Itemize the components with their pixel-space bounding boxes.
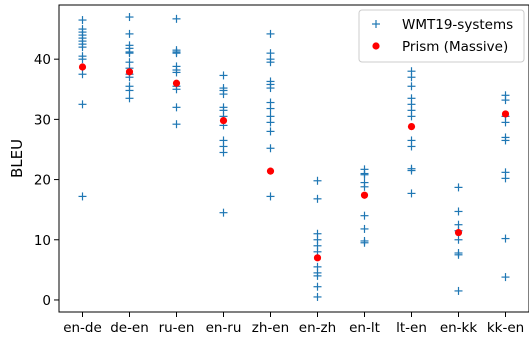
wmt19-point	[266, 192, 275, 201]
legend-prism-marker	[372, 42, 380, 50]
legend-wmt19-label: WMT19-systems	[402, 17, 513, 33]
plot-frame	[58, 4, 529, 313]
wmt19-point	[125, 94, 134, 103]
x-tick-label: en-ru	[206, 320, 242, 336]
wmt19-point	[266, 84, 275, 93]
wmt19-point	[78, 55, 87, 64]
wmt19-point	[360, 170, 369, 179]
legend-prism-label: Prism (Massive)	[402, 39, 508, 55]
wmt19-point	[172, 14, 181, 23]
prism-point	[360, 191, 369, 199]
x-tick-label: de-en	[110, 320, 149, 336]
wmt19-point	[125, 86, 134, 95]
wmt19-point	[407, 142, 416, 151]
wmt19-point	[266, 104, 275, 113]
wmt19-point	[125, 29, 134, 38]
wmt19-point	[407, 166, 416, 175]
wmt19-point	[125, 49, 134, 58]
prism-point	[407, 122, 416, 131]
wmt19-point	[266, 29, 275, 38]
legend: WMT19-systems Prism (Massive)	[358, 9, 525, 63]
wmt19-point	[78, 70, 87, 79]
wmt19-point	[78, 100, 87, 109]
prism-point	[172, 79, 181, 87]
wmt19-point	[407, 112, 416, 121]
wmt19-point	[313, 176, 322, 185]
legend-box	[358, 9, 525, 63]
prism-point	[125, 68, 134, 76]
prism-point	[313, 254, 322, 262]
wmt19-point	[454, 207, 463, 216]
wmt19-point	[454, 286, 463, 295]
wmt19-point	[266, 118, 275, 127]
x-tick-label: en-lt	[349, 320, 380, 336]
prism-point	[454, 228, 463, 237]
wmt19-point	[172, 120, 181, 129]
wmt19-point	[454, 183, 463, 192]
wmt19-point	[219, 208, 228, 217]
plot-area	[78, 13, 510, 301]
wmt19-point	[454, 235, 463, 244]
wmt19-point	[407, 82, 416, 91]
wmt19-point	[313, 194, 322, 203]
x-tick-label: kk-en	[487, 320, 524, 336]
wmt19-point	[172, 103, 181, 112]
wmt19-point	[313, 292, 322, 301]
legend-wmt19-marker	[372, 20, 380, 28]
x-tick-label: ru-en	[159, 320, 195, 336]
wmt19-point	[313, 282, 322, 291]
wmt19-point	[219, 148, 228, 157]
y-tick-label: 20	[34, 173, 51, 189]
wmt19-point	[219, 71, 228, 80]
axes: 0 10 20 30 40 en-de de-en ru-en en-ru zh-en en-zh e…	[8, 4, 529, 336]
wmt19-point	[78, 192, 87, 201]
x-tick-label: en-kk	[440, 320, 478, 336]
y-tick-label: 0	[42, 293, 51, 309]
wmt19-point	[501, 273, 510, 282]
wmt19-point	[501, 96, 510, 105]
y-tick-label: 10	[34, 233, 51, 249]
prism-point	[266, 167, 275, 175]
wmt19-point	[172, 49, 181, 58]
wmt19-point	[78, 43, 87, 52]
y-tick-label: 40	[34, 52, 51, 68]
wmt19-point	[454, 250, 463, 259]
x-tick-label: lt-en	[396, 320, 427, 336]
y-axis-label: BLEU	[8, 139, 26, 178]
wmt19-point	[360, 224, 369, 233]
wmt19-point	[266, 127, 275, 136]
prism-point	[78, 63, 87, 71]
wmt19-point	[172, 68, 181, 77]
wmt19-point	[360, 238, 369, 247]
wmt19-point	[78, 16, 87, 25]
prism-point	[501, 110, 510, 118]
wmt19-point	[219, 90, 228, 99]
wmt19-point	[501, 174, 510, 183]
wmt19-point	[501, 136, 510, 145]
wmt19-point	[360, 182, 369, 191]
x-tick-label: en-de	[63, 320, 102, 336]
wmt19-point	[501, 118, 510, 127]
wmt19-point	[125, 13, 134, 22]
wmt19-point	[360, 211, 369, 220]
wmt19-point	[407, 73, 416, 82]
wmt19-point	[313, 271, 322, 280]
y-tick-label: 30	[34, 112, 51, 128]
wmt19-point	[407, 189, 416, 198]
wmt19-point	[266, 58, 275, 67]
prism-point	[219, 116, 228, 125]
wmt19-point	[501, 234, 510, 243]
x-tick-label: zh-en	[252, 320, 289, 336]
wmt19-point	[266, 144, 275, 153]
x-tick-label: en-zh	[299, 320, 336, 336]
